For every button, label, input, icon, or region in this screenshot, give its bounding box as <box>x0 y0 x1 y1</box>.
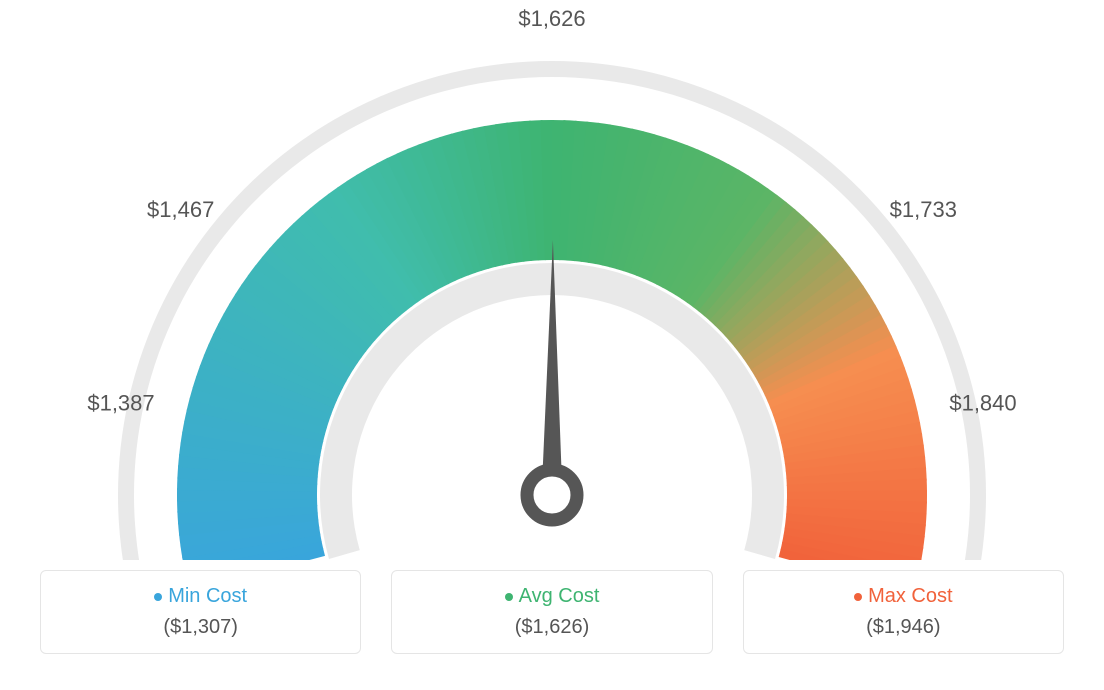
svg-text:$1,840: $1,840 <box>949 391 1016 416</box>
legend-max-title: Max Cost <box>754 585 1053 608</box>
legend-max-value: ($1,946) <box>754 616 1053 639</box>
legend-min-dot <box>154 593 162 601</box>
legend-card-avg: Avg Cost ($1,626) <box>391 570 712 654</box>
legend-min-value: ($1,307) <box>51 616 350 639</box>
legend-card-min: Min Cost ($1,307) <box>40 570 361 654</box>
gauge-chart: $1,307$1,387$1,467$1,626$1,733$1,840$1,9… <box>0 0 1104 560</box>
legend-max-title-text: Max Cost <box>868 585 952 607</box>
gauge-svg: $1,307$1,387$1,467$1,626$1,733$1,840$1,9… <box>0 0 1104 560</box>
legend-row: Min Cost ($1,307) Avg Cost ($1,626) Max … <box>0 570 1104 654</box>
legend-avg-title: Avg Cost <box>402 585 701 608</box>
legend-min-title-text: Min Cost <box>168 585 247 607</box>
legend-max-dot <box>854 593 862 601</box>
legend-avg-dot <box>505 593 513 601</box>
legend-min-title: Min Cost <box>51 585 350 608</box>
legend-avg-value: ($1,626) <box>402 616 701 639</box>
svg-text:$1,626: $1,626 <box>518 6 585 31</box>
svg-text:$1,387: $1,387 <box>87 391 154 416</box>
svg-text:$1,467: $1,467 <box>147 197 214 222</box>
legend-avg-title-text: Avg Cost <box>519 585 600 607</box>
legend-card-max: Max Cost ($1,946) <box>743 570 1064 654</box>
svg-text:$1,733: $1,733 <box>890 197 957 222</box>
